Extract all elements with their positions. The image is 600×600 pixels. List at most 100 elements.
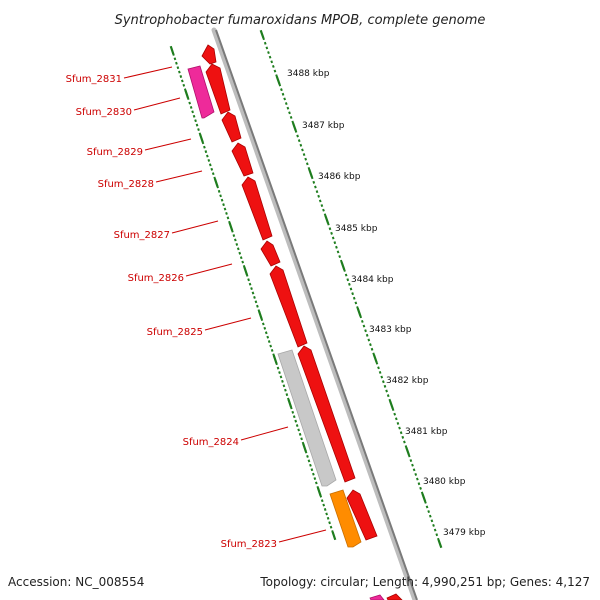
minor-tick bbox=[301, 148, 304, 152]
gene-arrow-forward[interactable] bbox=[231, 142, 254, 177]
minor-tick bbox=[432, 523, 435, 527]
minor-tick bbox=[175, 61, 178, 65]
minor-tick bbox=[265, 46, 269, 50]
minor-tick bbox=[291, 410, 295, 414]
gene-arrow-forward[interactable] bbox=[241, 176, 273, 241]
minor-tick bbox=[262, 37, 265, 41]
gene-arrow-forward[interactable] bbox=[221, 111, 242, 143]
minor-tick bbox=[282, 384, 286, 388]
major-tick bbox=[324, 215, 330, 224]
minor-tick bbox=[299, 143, 303, 147]
minor-tick bbox=[394, 417, 398, 421]
major-tick bbox=[302, 443, 307, 452]
minor-tick bbox=[302, 153, 306, 157]
minor-tick bbox=[241, 260, 245, 264]
minor-tick bbox=[267, 340, 271, 344]
minor-tick bbox=[333, 241, 337, 245]
minor-tick bbox=[312, 472, 315, 476]
accession-text: Accession: NC_008554 bbox=[8, 575, 144, 589]
gene-label[interactable]: Sfum_2823 bbox=[221, 539, 277, 550]
minor-tick bbox=[307, 166, 311, 170]
major-tick bbox=[213, 178, 219, 187]
minor-tick bbox=[417, 482, 421, 486]
minor-tick bbox=[289, 115, 293, 119]
minor-tick bbox=[275, 74, 278, 78]
minor-tick bbox=[268, 55, 272, 59]
minor-tick bbox=[383, 384, 387, 388]
minor-tick bbox=[197, 128, 200, 131]
minor-tick bbox=[285, 393, 289, 397]
gene-label[interactable]: Sfum_2830 bbox=[76, 107, 132, 118]
minor-tick bbox=[250, 287, 253, 291]
minor-tick bbox=[233, 238, 237, 242]
major-tick bbox=[292, 122, 297, 131]
minor-tick bbox=[401, 435, 405, 439]
inner-tick-ruler bbox=[169, 45, 337, 541]
minor-tick bbox=[385, 389, 388, 393]
minor-tick bbox=[330, 231, 333, 235]
minor-tick bbox=[178, 70, 181, 74]
minor-tick bbox=[403, 440, 406, 444]
minor-tick bbox=[416, 477, 419, 481]
minor-tick bbox=[354, 301, 358, 305]
kbp-label: 3488 kbp bbox=[287, 69, 330, 79]
minor-tick bbox=[225, 212, 228, 215]
gene-label[interactable]: Sfum_2828 bbox=[98, 179, 154, 190]
gene-label[interactable]: Sfum_2829 bbox=[87, 147, 143, 158]
gene-arrow-forward[interactable] bbox=[297, 345, 356, 483]
minor-tick bbox=[409, 459, 413, 463]
minor-tick bbox=[425, 505, 429, 509]
major-tick bbox=[308, 168, 313, 178]
minor-tick bbox=[346, 278, 350, 282]
gene-arrow-reverse-pink[interactable] bbox=[187, 65, 215, 119]
kbp-label: 3479 kbp bbox=[443, 528, 486, 538]
minor-tick bbox=[369, 343, 372, 347]
major-tick bbox=[258, 310, 263, 320]
gene-arrow-reverse-orange[interactable] bbox=[329, 489, 362, 548]
gene-label[interactable]: Sfum_2824 bbox=[183, 437, 239, 448]
major-tick bbox=[228, 222, 234, 231]
gene-label[interactable]: Sfum_2826 bbox=[128, 273, 184, 284]
gene-arrow-forward[interactable] bbox=[269, 265, 308, 348]
minor-tick bbox=[253, 295, 256, 299]
gene-arrow-forward[interactable] bbox=[346, 489, 378, 541]
backbone bbox=[211, 27, 418, 600]
gene-label[interactable]: Sfum_2825 bbox=[147, 327, 203, 338]
minor-tick bbox=[411, 463, 414, 467]
minor-tick bbox=[339, 259, 343, 263]
minor-tick bbox=[323, 508, 327, 511]
major-tick bbox=[389, 400, 394, 410]
gene-arrow-forward[interactable] bbox=[205, 63, 231, 115]
minor-tick bbox=[296, 134, 299, 138]
minor-tick bbox=[356, 306, 359, 310]
minor-tick bbox=[304, 157, 308, 161]
gene-label[interactable]: Sfum_2827 bbox=[114, 230, 170, 241]
minor-tick bbox=[382, 380, 385, 384]
gene-arrow-forward[interactable] bbox=[260, 240, 281, 267]
gene-arrow-reverse-gray[interactable] bbox=[277, 349, 337, 487]
minor-tick bbox=[430, 519, 434, 523]
minor-tick bbox=[276, 366, 280, 370]
minor-tick bbox=[318, 199, 322, 203]
gene-arrow-forward[interactable] bbox=[201, 44, 217, 65]
minor-tick bbox=[266, 335, 270, 339]
gene-arrow-forward[interactable] bbox=[386, 593, 403, 600]
kbp-label: 3486 kbp bbox=[318, 172, 361, 182]
minor-tick bbox=[380, 375, 384, 379]
minor-tick bbox=[238, 251, 242, 255]
minor-tick bbox=[314, 185, 317, 189]
minor-tick bbox=[186, 97, 190, 101]
minor-tick bbox=[328, 227, 332, 231]
minor-tick bbox=[247, 278, 250, 282]
minor-tick bbox=[236, 247, 240, 251]
minor-tick bbox=[172, 52, 175, 56]
major-tick bbox=[421, 493, 427, 502]
gene-label[interactable]: Sfum_2831 bbox=[66, 74, 122, 85]
major-tick bbox=[356, 308, 362, 317]
minor-tick bbox=[437, 537, 440, 541]
minor-tick bbox=[325, 512, 328, 516]
minor-tick bbox=[176, 66, 180, 70]
gene-arrow-reverse-pink[interactable] bbox=[369, 594, 385, 600]
minor-tick bbox=[352, 296, 356, 300]
minor-tick bbox=[188, 101, 192, 105]
